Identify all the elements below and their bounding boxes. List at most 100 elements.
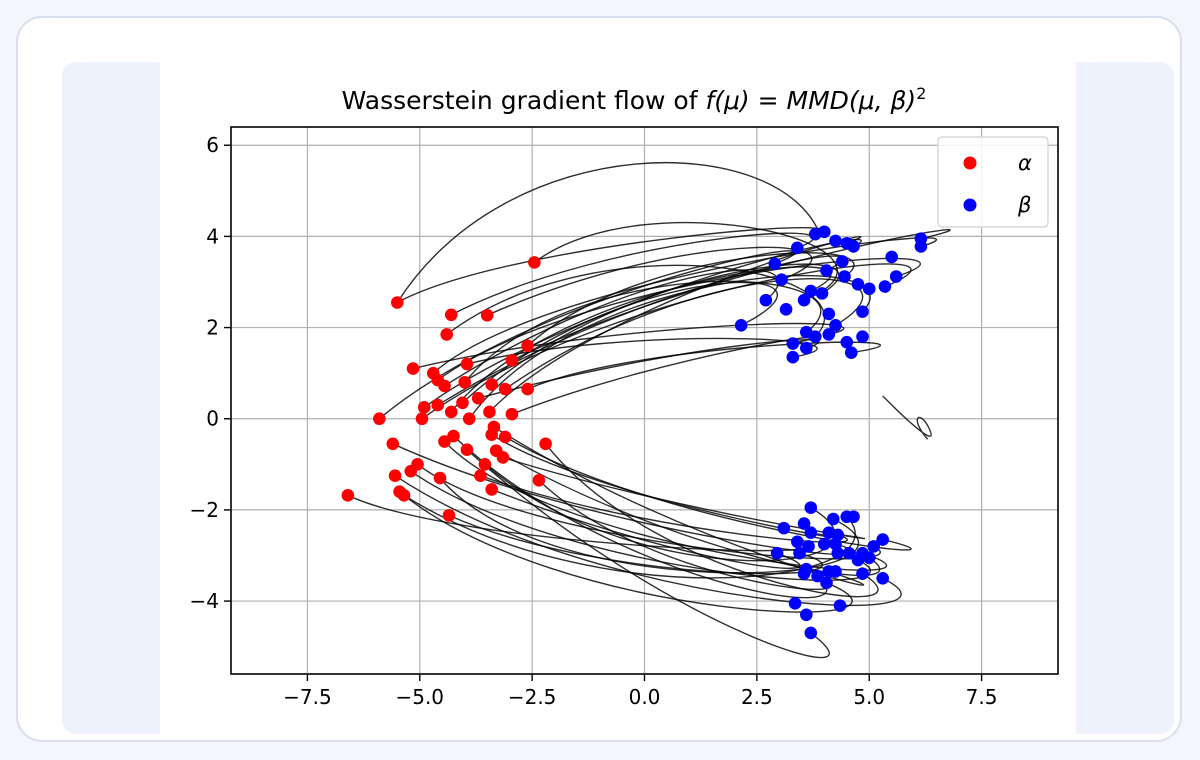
y-tick-label: −4	[190, 589, 219, 613]
beta-point	[862, 551, 876, 565]
flow-trajectory	[432, 237, 938, 374]
alpha-point	[478, 458, 492, 471]
flow-trajectory	[545, 443, 879, 598]
beta-point	[804, 626, 818, 640]
flow-trajectory	[396, 161, 821, 303]
beta-point	[847, 240, 860, 253]
beta-point	[842, 546, 856, 560]
beta-point	[808, 330, 822, 343]
beta-point	[734, 318, 748, 332]
x-tick-label: 2.5	[741, 685, 773, 709]
alpha-point	[341, 489, 355, 502]
alpha-point	[390, 296, 404, 309]
flow-trajectory	[448, 514, 823, 575]
beta-point	[840, 335, 854, 349]
x-tick-label: 0.0	[629, 685, 661, 709]
beta-point	[817, 225, 831, 239]
alpha-point	[485, 483, 498, 496]
alpha-point	[462, 412, 476, 426]
alpha-point	[388, 469, 402, 483]
alpha-point	[498, 430, 512, 444]
flow-trajectory	[396, 227, 824, 304]
chart-figure: Wasserstein gradient flow of f(μ) = MMD(…	[160, 62, 1076, 734]
legend: αβ	[937, 136, 1049, 228]
legend-marker	[963, 198, 977, 212]
alpha-point	[442, 509, 456, 522]
y-tick-label: 0	[206, 407, 219, 431]
beta-point	[802, 540, 815, 553]
alpha-point	[431, 398, 445, 412]
flow-trajectory	[511, 229, 951, 362]
flow-trajectory	[392, 443, 857, 556]
chart-title: Wasserstein gradient flow of f(μ) = MMD(…	[342, 84, 927, 115]
beta-point	[826, 512, 840, 526]
beta-point	[822, 328, 836, 341]
x-tick-label: −5.0	[395, 685, 444, 709]
alpha-point	[528, 256, 541, 269]
alpha-point	[532, 473, 546, 487]
x-tick-label: −2.5	[508, 685, 557, 709]
flow-trajectory	[412, 322, 845, 370]
x-tick-label: 7.5	[966, 685, 998, 709]
flow-trajectory	[423, 238, 862, 408]
beta-point	[786, 350, 800, 364]
legend-label: β	[1017, 193, 1031, 217]
alpha-point	[438, 379, 451, 393]
beta-point	[829, 565, 842, 578]
flow-trajectory	[527, 252, 855, 347]
flow-trajectory	[464, 280, 822, 383]
flow-trajectory	[421, 263, 912, 420]
x-tick-label: −7.5	[283, 685, 332, 709]
beta-point	[889, 270, 903, 283]
beta-point	[786, 337, 800, 350]
alpha-point	[447, 429, 460, 443]
alpha-point	[458, 375, 472, 389]
alpha-point	[521, 339, 534, 353]
beta-point	[797, 517, 811, 530]
beta-point	[800, 341, 813, 355]
beta-point	[856, 305, 869, 318]
alpha-point	[505, 407, 519, 421]
beta-point	[811, 569, 824, 583]
alpha-point	[539, 437, 552, 451]
beta-point	[791, 535, 804, 549]
card-frame: Wasserstein gradient flow of f(μ) = MMD(…	[16, 16, 1182, 742]
beta-point	[862, 282, 876, 296]
beta-point	[876, 533, 890, 546]
beta-point	[835, 255, 849, 268]
beta-point	[844, 346, 858, 359]
alpha-point	[483, 405, 496, 419]
alpha-point	[404, 464, 418, 478]
beta-point	[829, 318, 842, 332]
alpha-point	[444, 308, 458, 322]
beta-point	[779, 303, 793, 316]
beta-point	[804, 501, 818, 514]
points-layer	[341, 225, 928, 640]
beta-point	[867, 540, 881, 553]
flow-trajectory	[504, 436, 912, 551]
alpha-point	[485, 378, 498, 391]
beta-point	[770, 546, 784, 560]
beta-point	[833, 599, 847, 612]
beta-point	[791, 241, 804, 255]
alpha-point	[373, 412, 386, 426]
chart-title-exponent: 2	[916, 84, 926, 103]
beta-point	[815, 287, 829, 300]
beta-point	[759, 293, 773, 307]
beta-point	[856, 330, 869, 343]
beta-point	[797, 567, 811, 581]
beta-point	[851, 277, 865, 291]
alpha-point	[415, 412, 429, 426]
beta-point	[797, 293, 811, 307]
beta-point	[838, 270, 851, 283]
beta-point	[800, 608, 813, 622]
alpha-point	[480, 308, 494, 322]
beta-point	[775, 273, 788, 287]
beta-point	[820, 264, 833, 277]
y-tick-label: 6	[206, 133, 219, 157]
legend-label: α	[1018, 151, 1032, 175]
axes-layer: −7.5 −5.0 −2.5 0.0 2.5 5.0 7.5 −4 −2 0 2 4 6	[190, 126, 1059, 709]
alpha-point	[433, 471, 447, 485]
alpha-point	[487, 420, 501, 434]
x-tick-label: 5.0	[853, 685, 885, 709]
